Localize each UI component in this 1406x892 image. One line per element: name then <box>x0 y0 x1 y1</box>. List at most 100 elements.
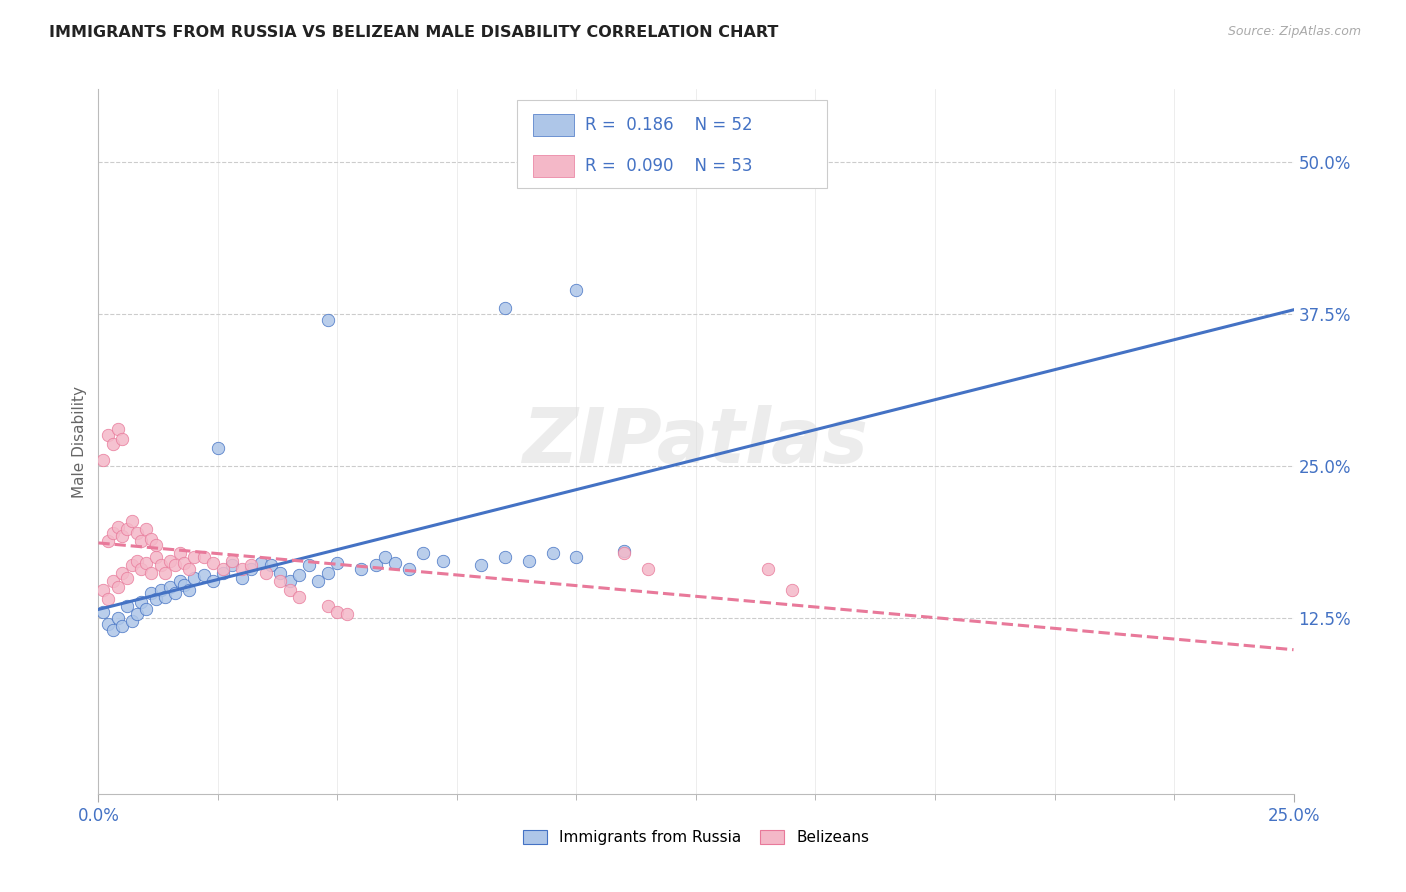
Point <box>240 558 263 573</box>
Point <box>155 590 177 604</box>
Point <box>139 586 162 600</box>
Point <box>298 558 321 573</box>
Point <box>97 534 120 549</box>
Point <box>254 566 277 580</box>
Point <box>115 599 138 613</box>
Point <box>107 422 129 436</box>
Point <box>613 546 636 560</box>
Point <box>259 558 281 573</box>
Point <box>163 586 186 600</box>
Point <box>107 519 129 533</box>
Point <box>565 283 588 297</box>
Point <box>398 562 420 576</box>
Point <box>541 546 564 560</box>
Point <box>111 566 134 580</box>
Text: IMMIGRANTS FROM RUSSIA VS BELIZEAN MALE DISABILITY CORRELATION CHART: IMMIGRANTS FROM RUSSIA VS BELIZEAN MALE … <box>49 25 779 40</box>
Point <box>131 595 153 609</box>
Point <box>91 582 114 597</box>
Point <box>240 562 263 576</box>
Point <box>169 546 191 560</box>
Point <box>135 602 157 616</box>
Point <box>207 441 229 455</box>
Point <box>135 556 157 570</box>
Point <box>756 562 779 576</box>
Point <box>637 562 659 576</box>
Point <box>221 558 243 573</box>
Point <box>384 556 406 570</box>
Point <box>101 574 124 589</box>
Point <box>159 553 181 567</box>
Point <box>121 514 143 528</box>
Point <box>163 558 186 573</box>
Point <box>145 549 167 564</box>
Point <box>350 562 373 576</box>
Point <box>316 599 339 613</box>
Point <box>121 558 143 573</box>
Point <box>145 538 167 552</box>
Point <box>307 574 329 589</box>
Point <box>155 566 177 580</box>
Point <box>101 437 124 451</box>
Point <box>231 562 253 576</box>
Point <box>193 568 215 582</box>
Point <box>316 566 339 580</box>
Point <box>97 592 120 607</box>
Point <box>173 578 195 592</box>
Point <box>565 549 588 564</box>
Point <box>97 616 120 631</box>
Point <box>149 582 172 597</box>
Point <box>97 428 120 442</box>
Point <box>111 619 134 633</box>
Point <box>121 615 143 629</box>
Point <box>125 607 148 621</box>
Point <box>231 571 253 585</box>
Point <box>101 525 124 540</box>
Point <box>101 623 124 637</box>
FancyBboxPatch shape <box>517 100 827 188</box>
Point <box>179 562 201 576</box>
Point <box>107 580 129 594</box>
Text: R =  0.090    N = 53: R = 0.090 N = 53 <box>585 157 752 175</box>
Point <box>374 549 396 564</box>
Point <box>135 522 157 536</box>
Point <box>278 582 301 597</box>
Point <box>364 558 387 573</box>
Point <box>288 568 311 582</box>
Point <box>111 432 134 446</box>
Point <box>278 574 301 589</box>
FancyBboxPatch shape <box>533 154 574 178</box>
Point <box>145 592 167 607</box>
Point <box>131 562 153 576</box>
Point <box>336 607 359 621</box>
Point <box>316 313 339 327</box>
Point <box>91 605 114 619</box>
Point <box>494 549 516 564</box>
Point <box>613 544 636 558</box>
Point <box>326 605 349 619</box>
Y-axis label: Male Disability: Male Disability <box>72 385 87 498</box>
Point <box>211 566 233 580</box>
Point <box>326 556 349 570</box>
Point <box>221 553 243 567</box>
Point <box>494 301 516 315</box>
Point <box>149 558 172 573</box>
Text: Source: ZipAtlas.com: Source: ZipAtlas.com <box>1227 25 1361 38</box>
Point <box>432 553 454 567</box>
Point <box>517 553 540 567</box>
Legend: Immigrants from Russia, Belizeans: Immigrants from Russia, Belizeans <box>516 824 876 851</box>
Point <box>183 571 205 585</box>
Point <box>288 590 311 604</box>
Text: R =  0.186    N = 52: R = 0.186 N = 52 <box>585 116 752 134</box>
Point <box>131 534 153 549</box>
Point <box>202 556 225 570</box>
Point <box>139 532 162 546</box>
Point <box>107 611 129 625</box>
Point <box>159 580 181 594</box>
Point <box>115 571 138 585</box>
Point <box>173 556 195 570</box>
Point <box>202 574 225 589</box>
Text: ZIPatlas: ZIPatlas <box>523 405 869 478</box>
Point <box>125 553 148 567</box>
Point <box>193 549 215 564</box>
Point <box>115 522 138 536</box>
